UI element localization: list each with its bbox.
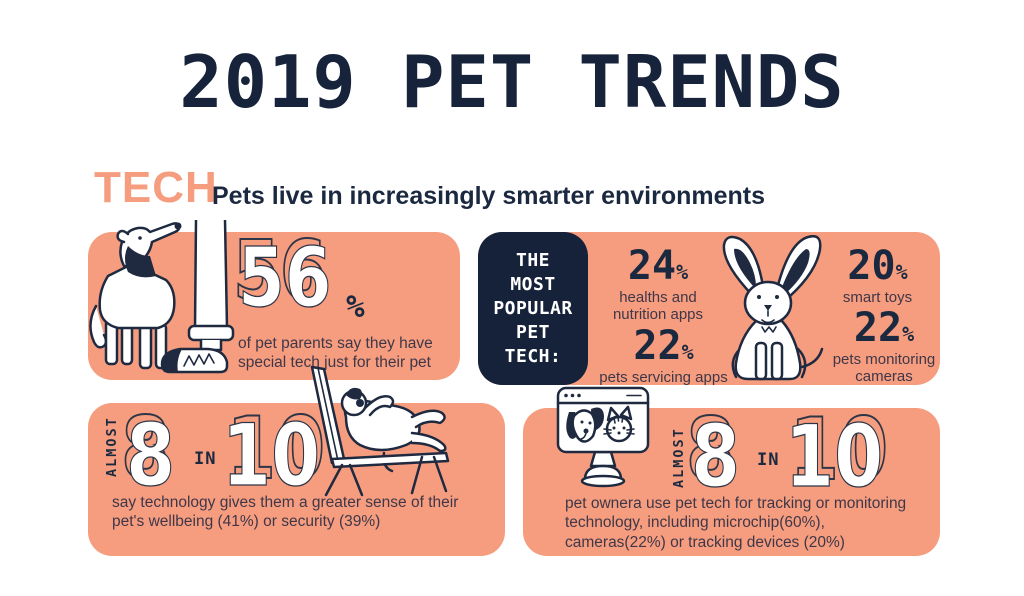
- stat-value: 22: [633, 323, 682, 369]
- stat-56: 56: [233, 231, 332, 320]
- stat-unit: %: [676, 260, 689, 284]
- in-connector: IN: [194, 449, 217, 469]
- stat-smart-toys: 20% smart toys: [830, 246, 925, 306]
- stat-health-apps: 24% healths and nutrition apps: [608, 246, 708, 324]
- denominator-10: 10: [784, 407, 887, 501]
- card-tracking: ALMOST 8 IN 10 pet ownera use pet tech f…: [523, 386, 940, 556]
- panel-title-line: PET: [515, 321, 550, 343]
- denominator-10: 10: [221, 406, 324, 500]
- stat-monitoring-cameras: 22% pets monitoring cameras: [826, 308, 942, 386]
- stat-value: 22: [853, 305, 903, 351]
- computer-pets-illustration: [556, 386, 650, 488]
- numerator-8: 8: [686, 407, 741, 501]
- stat-unit: %: [895, 260, 908, 284]
- almost-label: ALMOST: [671, 427, 687, 488]
- stat-unit: %: [902, 322, 915, 346]
- page-title: 2019 PET TRENDS: [179, 40, 845, 124]
- almost-label: ALMOST: [104, 416, 120, 477]
- stat-label: healths and nutrition apps: [612, 289, 704, 324]
- card-wellbeing: ALMOST 8 IN 10 say technology gives them…: [88, 365, 505, 556]
- numerator-8: 8: [121, 406, 176, 500]
- wellbeing-description: say technology gives them a greater sens…: [112, 494, 459, 531]
- panel-title-line: MOST: [510, 273, 556, 295]
- panel-title-line: THE: [515, 249, 550, 271]
- tracking-description: pet ownera use pet tech for tracking or …: [565, 495, 907, 551]
- popular-tech-panel: THE MOST POPULAR PET TECH:: [478, 232, 588, 385]
- stat-unit: %: [681, 340, 694, 364]
- panel-title-line: POPULAR: [493, 297, 573, 319]
- stat-label: pets servicing apps: [599, 369, 728, 386]
- card-tech-ownership: 56 % of pet parents say they have specia…: [88, 220, 460, 380]
- stat-value: 24: [627, 243, 677, 289]
- big-eared-dog-illustration: [722, 235, 824, 381]
- stat-servicing-apps: 22% pets servicing apps: [596, 326, 731, 386]
- panel-title-line: TECH:: [504, 345, 562, 367]
- stat-description: of pet parents say they have special tec…: [238, 335, 433, 372]
- card-popular-tech: THE MOST POPULAR PET TECH: 24% healths a…: [478, 232, 942, 386]
- stat-label: pets monitoring cameras: [832, 351, 936, 386]
- section-label: TECH: [94, 163, 218, 212]
- in-connector: IN: [757, 450, 780, 470]
- section-headline: Pets live in increasingly smarter enviro…: [212, 182, 766, 210]
- stat-label: smart toys: [842, 289, 913, 306]
- percent-sign: %: [346, 289, 365, 325]
- dog-and-owner-leg-illustration: [89, 220, 235, 374]
- stat-value: 20: [847, 243, 896, 289]
- cat-lounge-chair-illustration: [310, 365, 450, 497]
